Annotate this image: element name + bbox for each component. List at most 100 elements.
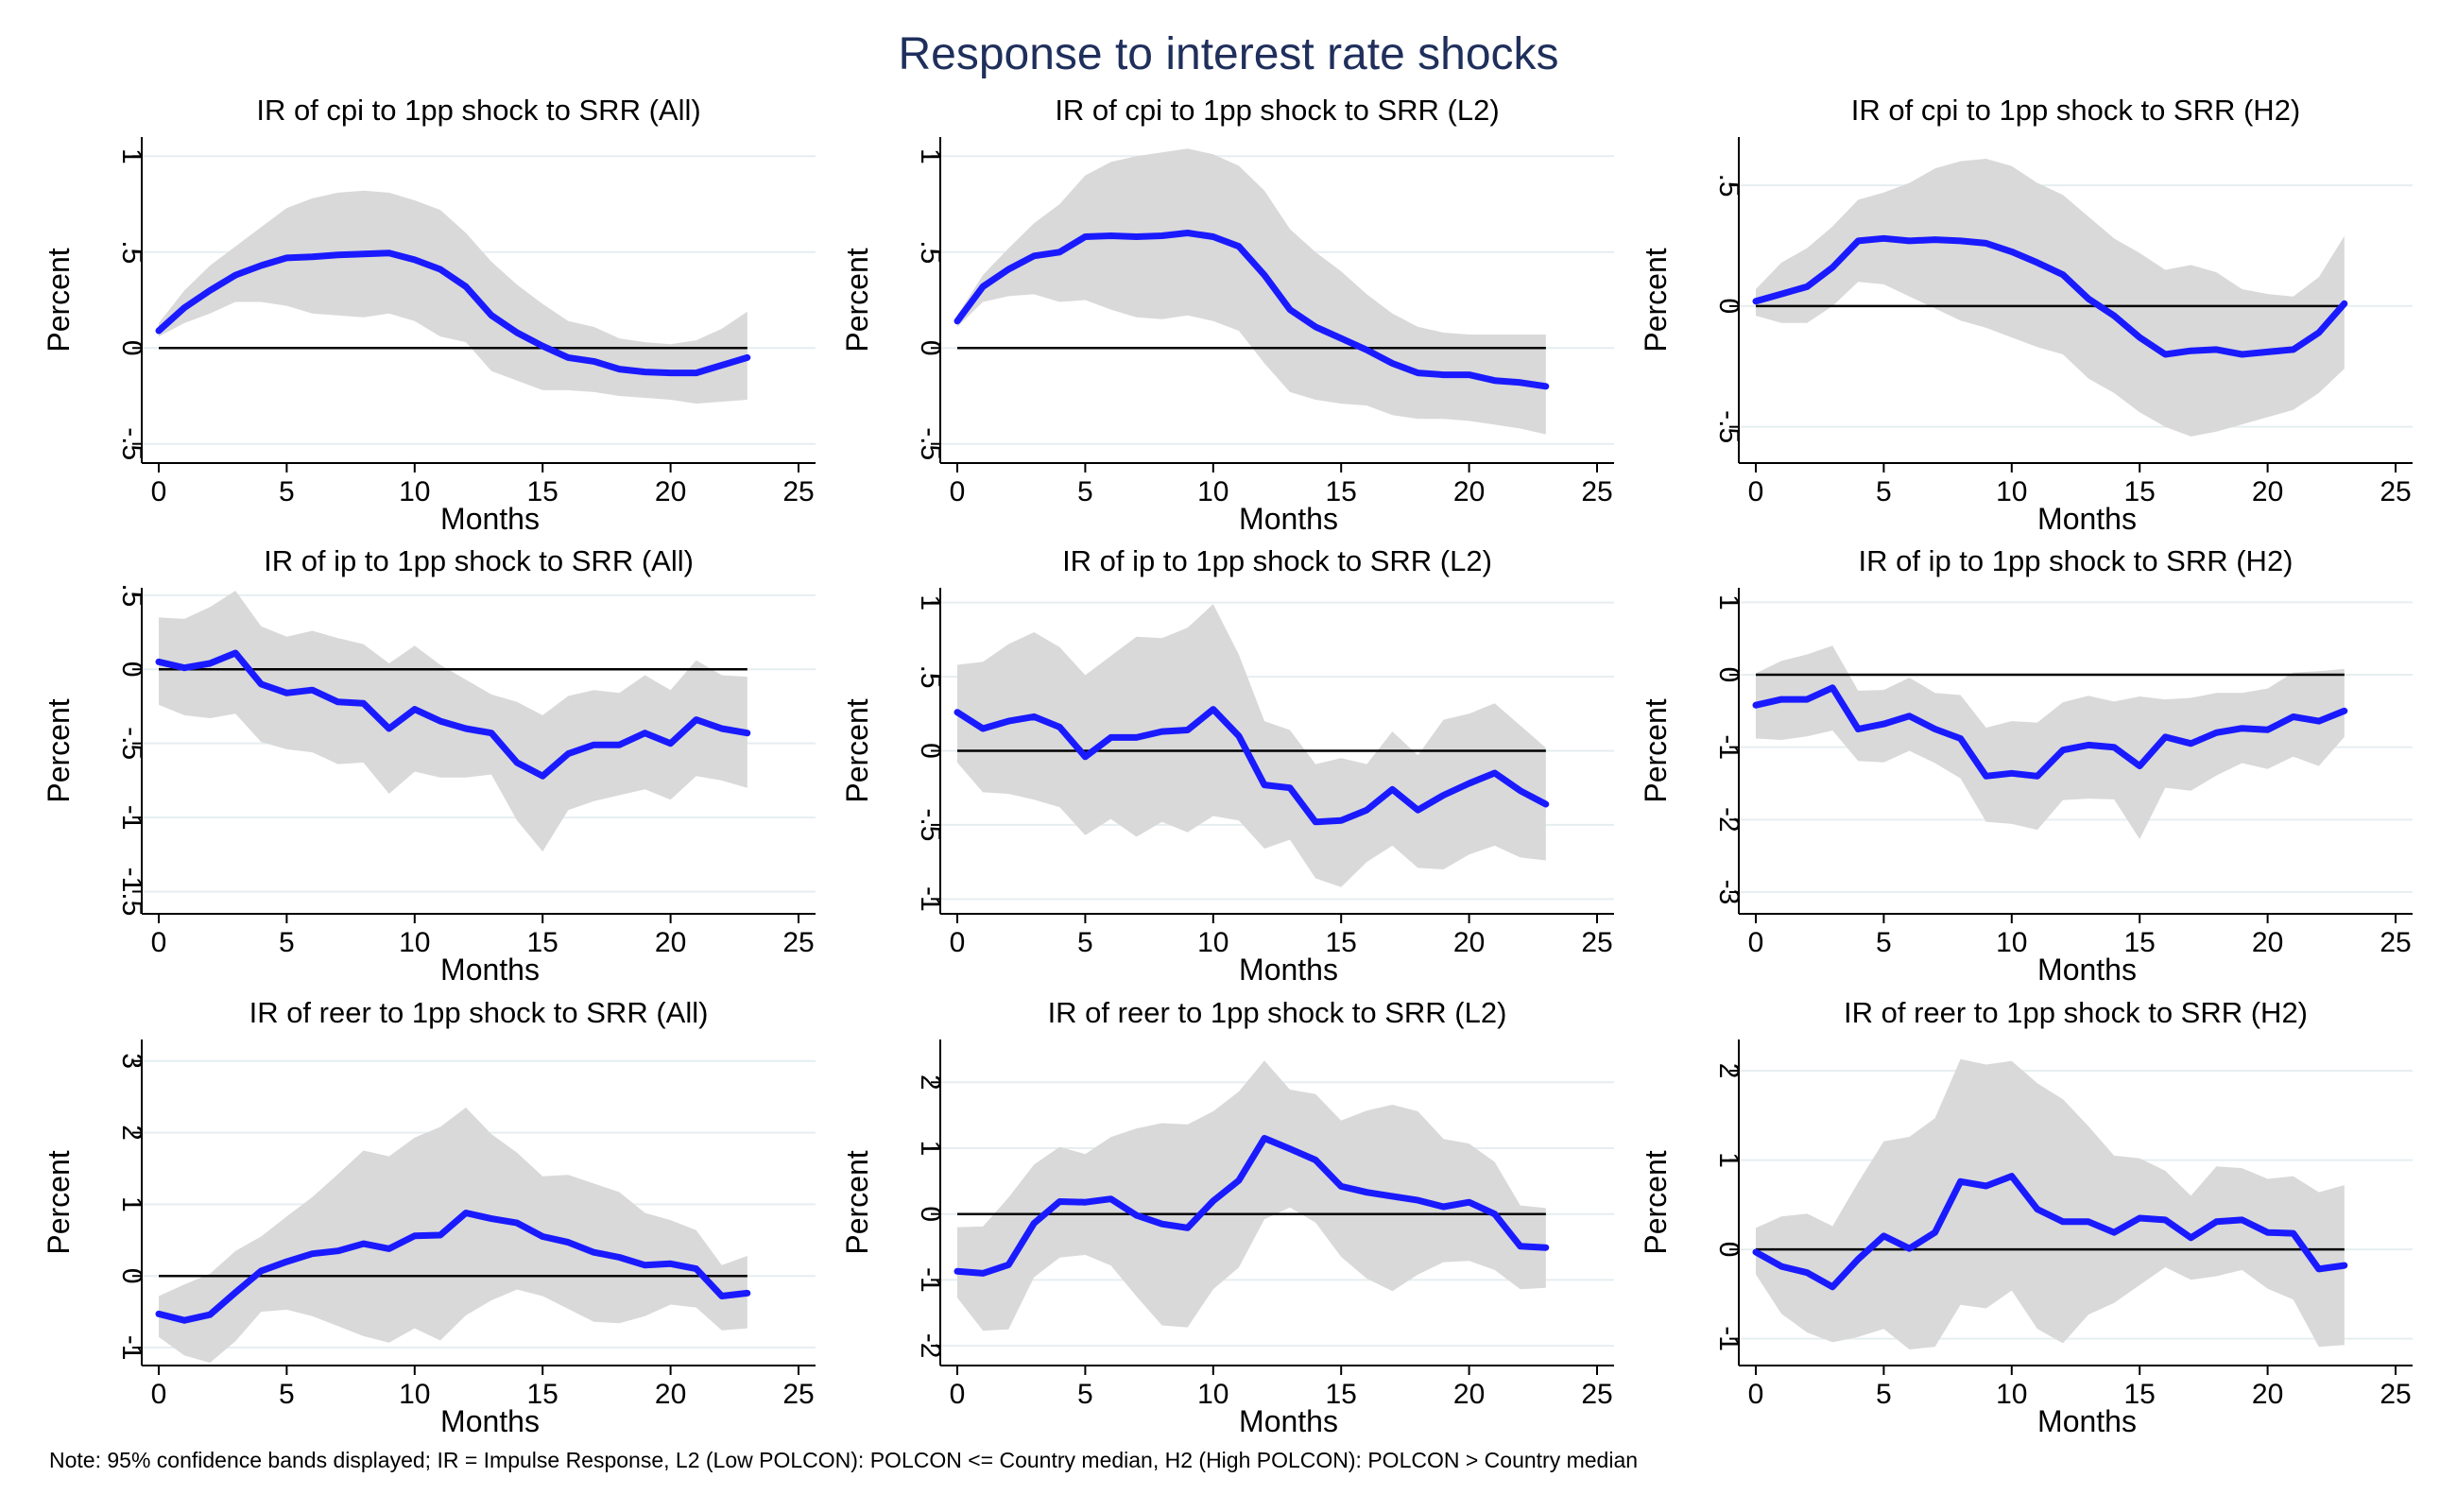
chart-panel: IR of cpi to 1pp shock to SRR (All)-.50.…	[42, 94, 816, 536]
chart-panel: IR of cpi to 1pp shock to SRR (H2) -.5 0 .5…	[1639, 94, 2413, 536]
y-axis-label: Percent	[42, 248, 76, 352]
figure-note: Note: 95% confidence bands displayed; IR…	[49, 1448, 1638, 1472]
x-tick-label: 25	[782, 927, 814, 958]
y-tick-label: 1	[915, 148, 946, 164]
x-tick-label: 10	[399, 476, 430, 507]
x-tick-label: 25	[782, 1379, 814, 1410]
x-tick-label: 25	[1581, 1379, 1612, 1410]
x-tick-label: 5	[279, 1379, 295, 1410]
x-axis-label: Months	[2037, 502, 2137, 536]
x-tick-label: 20	[2252, 927, 2283, 958]
x-tick-label: 5	[279, 476, 295, 507]
y-tick-label: 1	[915, 594, 946, 610]
y-tick-label: .5	[1713, 174, 1744, 198]
x-tick-label: 5	[1077, 476, 1093, 507]
y-tick-label: 0	[1713, 1242, 1744, 1258]
x-tick-label: 25	[1581, 476, 1612, 507]
y-tick-label: -1	[1713, 734, 1744, 760]
y-tick-label: -.5	[915, 808, 946, 841]
x-tick-label: 0	[1748, 476, 1764, 507]
y-axis-label: Percent	[1639, 1150, 1673, 1254]
x-axis-label: Months	[1239, 502, 1338, 536]
y-tick-label: 0	[1713, 667, 1744, 683]
chart-panel: IR of reer to 1pp shock to SRR (All)-101…	[42, 996, 816, 1438]
y-tick-label: 1	[915, 1141, 946, 1157]
confidence-band	[1756, 159, 2345, 437]
x-axis-label: Months	[440, 502, 540, 536]
chart-title: IR of cpi to 1pp shock to SRR (All)	[256, 94, 700, 127]
x-tick-label: 5	[1876, 927, 1892, 958]
y-tick-label: 0	[915, 743, 946, 759]
y-tick-label: 0	[116, 1268, 147, 1284]
x-tick-label: 20	[2252, 1379, 2283, 1410]
confidence-band	[159, 190, 747, 404]
x-tick-label: 5	[1077, 927, 1093, 958]
x-axis-label: Months	[440, 1404, 540, 1438]
chart-panel: IR of ip to 1pp shock to SRR (H2) -3 -2 -1 0…	[1639, 544, 2413, 987]
chart-panel: IR of reer to 1pp shock to SRR (L2) -2 -1 0…	[840, 996, 1614, 1438]
y-tick-label: 1	[1713, 594, 1744, 610]
x-axis-label: Months	[1239, 953, 1338, 987]
x-tick-label: 0	[1748, 1379, 1764, 1410]
y-tick-label: -1	[915, 1267, 946, 1293]
y-tick-label: 0	[915, 1206, 946, 1222]
x-tick-label: 10	[1197, 927, 1228, 958]
confidence-band	[1756, 1058, 2345, 1349]
x-tick-label: 25	[2380, 927, 2411, 958]
chart-panel: IR of ip to 1pp shock to SRR (All)-1.5-1…	[42, 544, 816, 987]
x-tick-label: 15	[1326, 927, 1357, 958]
y-tick-label: 2	[915, 1074, 946, 1091]
x-tick-label: 0	[151, 1379, 167, 1410]
x-tick-label: 20	[655, 927, 686, 958]
panel-grid: IR of cpi to 1pp shock to SRR (All)-.50.…	[42, 94, 2413, 1438]
chart-title: IR of reer to 1pp shock to SRR (H2)	[1844, 996, 2308, 1029]
chart-title: IR of cpi to 1pp shock to SRR (L2)	[1055, 94, 1499, 127]
x-tick-label: 5	[1077, 1379, 1093, 1410]
impulse-response-line	[1752, 1173, 2348, 1291]
y-tick-label: -2	[1713, 807, 1744, 833]
x-tick-label: 15	[527, 476, 558, 507]
x-tick-label: 20	[1453, 476, 1485, 507]
x-tick-label: 5	[1876, 476, 1892, 507]
x-tick-label: 20	[655, 1379, 686, 1410]
x-tick-label: 20	[1453, 1379, 1485, 1410]
x-axis-label: Months	[1239, 1404, 1338, 1438]
y-tick-label: -.5	[915, 427, 946, 460]
y-tick-label: .5	[116, 583, 147, 607]
x-tick-label: 25	[782, 476, 814, 507]
y-axis-label: Percent	[42, 1150, 76, 1254]
y-tick-label: -1	[116, 1335, 147, 1361]
x-tick-label: 15	[527, 927, 558, 958]
y-tick-label: 0	[915, 340, 946, 356]
chart-panel: IR of reer to 1pp shock to SRR (H2) -1 0 1 2…	[1639, 996, 2413, 1438]
y-tick-label: 0	[116, 340, 147, 356]
x-tick-label: 0	[950, 476, 966, 507]
x-tick-label: 0	[151, 927, 167, 958]
x-tick-label: 20	[2252, 476, 2283, 507]
y-tick-label: 2	[116, 1125, 147, 1141]
y-axis-label: Percent	[1639, 698, 1673, 802]
chart-title: IR of ip to 1pp shock to SRR (H2)	[1858, 544, 2293, 577]
y-tick-label: -2	[915, 1333, 946, 1359]
confidence-band	[159, 1108, 747, 1363]
y-axis-label: Percent	[1639, 248, 1673, 352]
y-tick-label: -1	[116, 805, 147, 831]
impulse-response-line	[954, 230, 1550, 390]
x-axis-label: Months	[2037, 953, 2137, 987]
y-tick-label: -1	[915, 886, 946, 912]
y-tick-label: 1	[1713, 1152, 1744, 1168]
impulse-response-line	[155, 1210, 751, 1324]
x-axis-label: Months	[440, 953, 540, 987]
y-tick-label: -.5	[116, 727, 147, 760]
x-tick-label: 25	[1581, 927, 1612, 958]
chart-title: IR of ip to 1pp shock to SRR (L2)	[1062, 544, 1492, 577]
x-tick-label: 10	[1996, 927, 2027, 958]
y-tick-label: -3	[1713, 880, 1744, 905]
chart-panel: IR of ip to 1pp shock to SRR (L2) -1 -.5 0.…	[840, 544, 1614, 987]
chart-title: IR of ip to 1pp shock to SRR (All)	[264, 544, 694, 577]
chart-title: IR of cpi to 1pp shock to SRR (H2)	[1851, 94, 2301, 127]
y-tick-label: 2	[1713, 1063, 1744, 1079]
x-tick-label: 0	[1748, 927, 1764, 958]
x-tick-label: 25	[2380, 476, 2411, 507]
